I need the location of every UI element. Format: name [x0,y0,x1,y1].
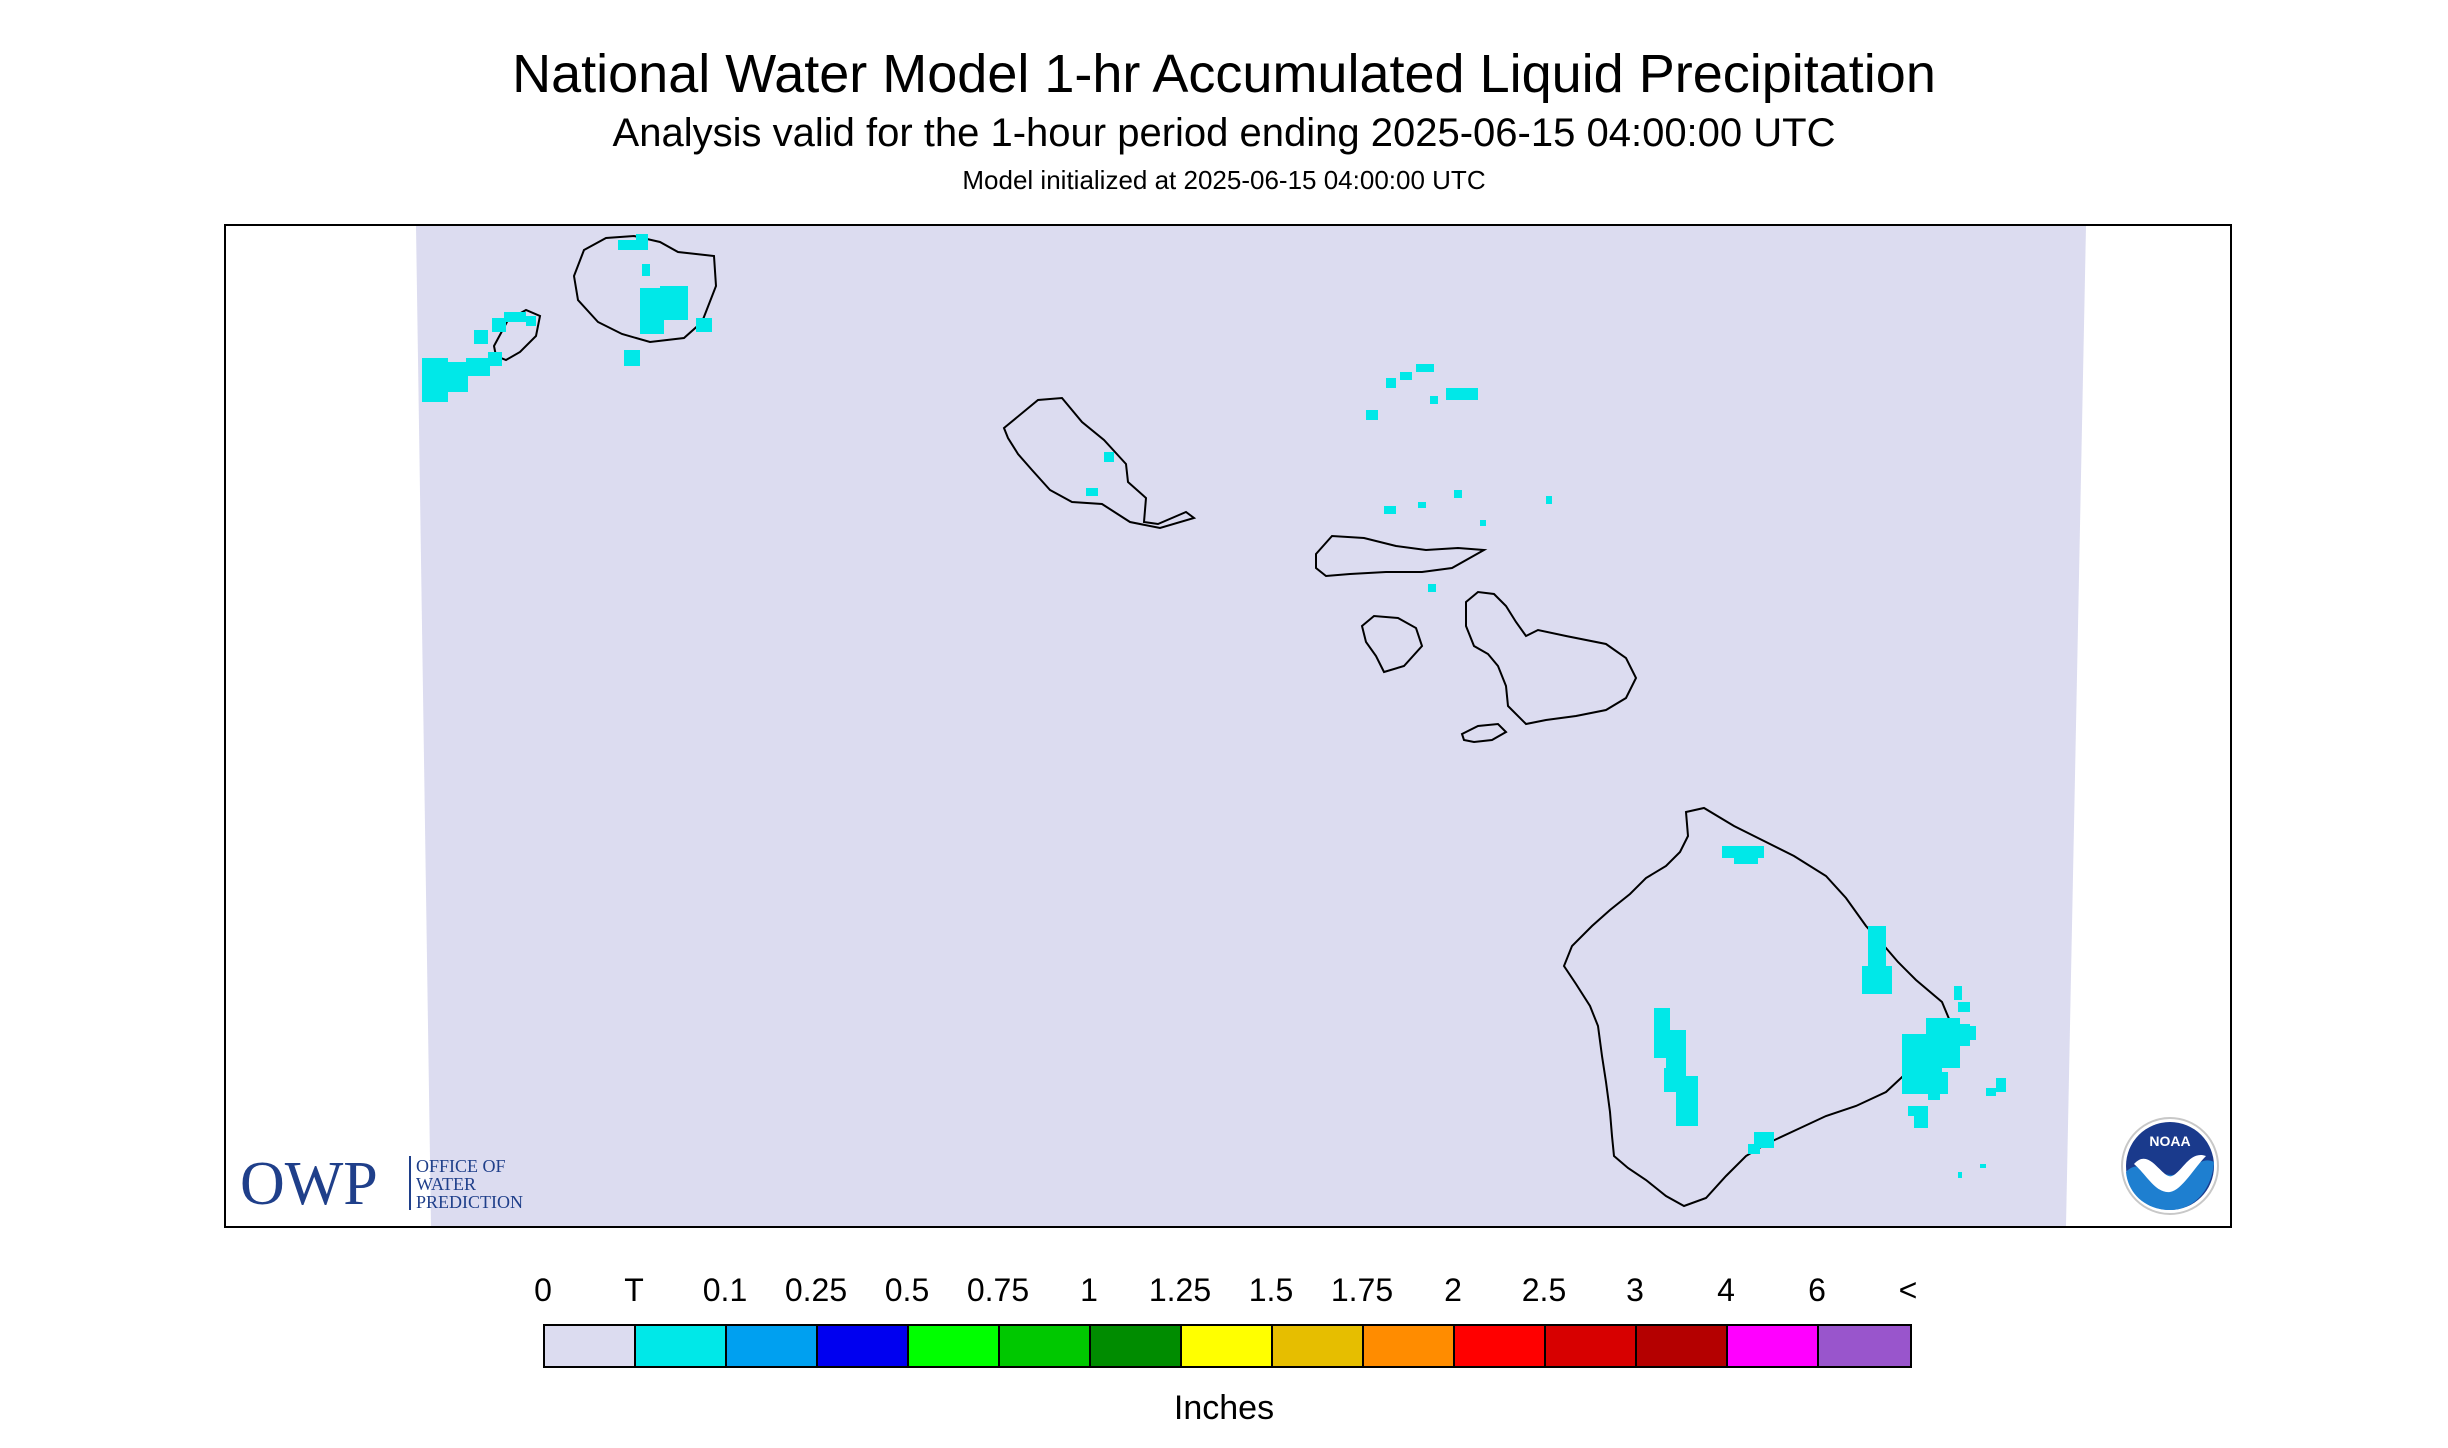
precip-cell [1962,1026,1976,1040]
coast-oahu [1002,396,1197,530]
precip-cell [1400,372,1412,380]
legend-swatch [1273,1326,1364,1366]
precip-cell [1430,396,1438,404]
precip-cell [488,352,502,366]
legend-tick-label: 1.5 [1248,1272,1294,1308]
precip-cell [1734,854,1758,864]
precip-cell [1676,1076,1698,1126]
precip-cell [1454,490,1462,498]
map-panel: OWP OFFICE OF WATER PREDICTION NOAA [224,224,2232,1228]
precipitation-cells [422,234,2006,1178]
map-subtitle: Analysis valid for the 1-hour period end… [612,111,1836,155]
precip-cell [1428,584,1436,592]
coast-lanai [1360,614,1424,674]
precip-cell [1958,1002,1970,1012]
coast-molokai [1315,534,1488,578]
legend-swatch [1819,1326,1910,1366]
precip-cell [1446,388,1478,400]
legend-tick-label: 0 [534,1272,552,1308]
precip-cell [642,264,650,276]
legend-tick-label: 1.75 [1330,1272,1394,1308]
precip-cell [624,350,640,366]
legend-swatch [1637,1326,1728,1366]
precip-cell [1748,1144,1760,1154]
precip-cell [1954,986,1962,1000]
precip-cell [1386,378,1396,388]
precip-cell [1666,1030,1686,1076]
noaa-logo: NOAA [2121,1117,2219,1215]
precip-cell [1980,1164,1986,1168]
precip-cell [1996,1078,2006,1092]
precip-cell [636,234,648,242]
legend-tick-label: 1 [1080,1272,1098,1308]
precip-cell [1480,520,1486,526]
precip-cell [1986,1088,1996,1096]
precip-cell [1902,1072,1948,1094]
precip-cell [1958,1172,1962,1178]
coast-kahoolawe [1460,722,1508,744]
precip-cell [1928,1088,1940,1100]
precip-cell [444,362,468,392]
owp-text-line2: WATER [416,1174,476,1194]
legend-tick-label: 4 [1717,1272,1735,1308]
owp-text-line3: PREDICTION [416,1192,523,1212]
noaa-text: NOAA [2149,1133,2190,1149]
legend-tick-label: < [1898,1272,1918,1308]
legend-swatch [1182,1326,1273,1366]
precip-cell [1384,506,1396,514]
legend-tick-label: 1.25 [1148,1272,1212,1308]
precip-cell [1908,1106,1928,1116]
model-domain [416,226,2086,1226]
color-legend: 0 T 0.1 0.25 0.5 0.75 1 1.25 1.5 1.75 2 2.5 3 4 6 < Inc… [0,1260,2448,1440]
legend-swatch [1455,1326,1546,1366]
legend-swatch [545,1326,636,1366]
precip-cell [492,318,506,332]
precip-cell [466,358,490,376]
precip-cell [504,312,526,322]
legend-tick-label: 2 [1444,1272,1462,1308]
precip-cell [1546,496,1552,504]
legend-swatch [1364,1326,1455,1366]
legend-tick-label: 0.1 [702,1272,748,1308]
owp-mark: OWP [240,1152,378,1216]
precip-cell [526,316,536,326]
legend-tick-label: 0.25 [784,1272,848,1308]
legend-tick-label: 3 [1626,1272,1644,1308]
precip-cell [1416,364,1434,372]
legend-tick-label: 0.75 [966,1272,1030,1308]
precipitation-map [416,226,2086,1226]
owp-text-line1: OFFICE OF [416,1156,506,1176]
coast-maui [1465,590,1638,726]
precip-cell [696,318,712,332]
legend-swatch [636,1326,727,1366]
precip-cell [1086,488,1098,496]
legend-swatch [818,1326,909,1366]
precip-cell [474,330,488,344]
legend-swatch [909,1326,1000,1366]
legend-tick-label: 6 [1808,1272,1826,1308]
precip-cell [1914,1114,1928,1128]
legend-tick-label: T [624,1272,644,1308]
legend-tick-label: 2.5 [1521,1272,1567,1308]
precip-cell [1366,410,1378,420]
owp-logo: OWP OFFICE OF WATER PREDICTION [240,1152,523,1216]
legend-color-bar [543,1324,1912,1368]
legend-swatch [1091,1326,1182,1366]
model-init-time: Model initialized at 2025-06-15 04:00:00… [962,165,1486,195]
legend-swatch [1000,1326,1091,1366]
precip-cell [1862,966,1892,994]
legend-unit-label: Inches [1173,1389,1275,1427]
noaa-gull [2134,1154,2206,1193]
legend-tick-label: 0.5 [884,1272,930,1308]
precip-cell [1664,1068,1676,1092]
legend-swatch [1728,1326,1819,1366]
legend-swatch [1546,1326,1637,1366]
legend-swatch [727,1326,818,1366]
precip-cell [422,358,448,402]
map-title: National Water Model 1-hr Accumulated Li… [512,44,1936,104]
precip-cell [1104,452,1114,462]
precip-cell [1418,502,1426,508]
precip-cell [618,240,648,250]
precip-cell [660,286,688,320]
